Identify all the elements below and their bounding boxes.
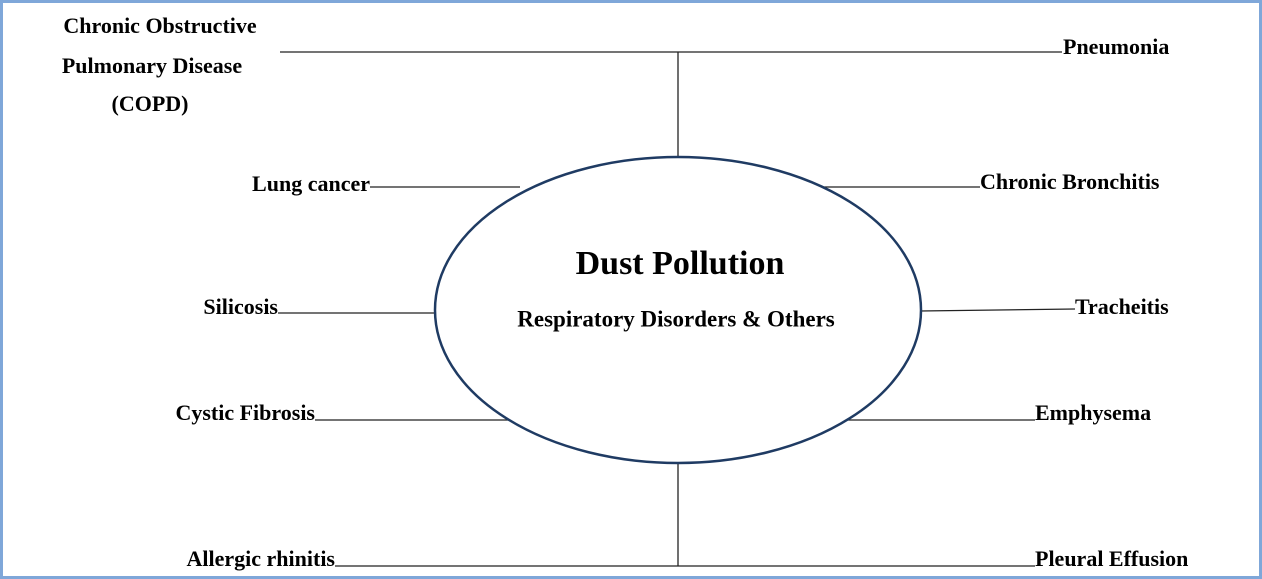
node-label: Pneumonia (1063, 34, 1169, 59)
center-subtitle: Respiratory Disorders & Others (517, 306, 835, 331)
node-label: Cystic Fibrosis (175, 400, 315, 425)
node-label: Emphysema (1035, 400, 1151, 425)
center-title: Dust Pollution (576, 245, 785, 282)
connectors (278, 51, 1076, 567)
node-label: Silicosis (203, 294, 278, 319)
node-label: (COPD) (112, 91, 189, 116)
node-label: Lung cancer (252, 171, 370, 196)
node-label: Pleural Effusion (1035, 546, 1188, 571)
node-label: Tracheitis (1075, 294, 1169, 319)
center-ellipse (433, 155, 923, 465)
node-label: Allergic rhinitis (187, 546, 336, 571)
connector (919, 308, 1076, 312)
node-label: Pulmonary Disease (62, 53, 243, 78)
node-label: Chronic Bronchitis (980, 169, 1160, 194)
node-label: Chronic Obstructive (63, 13, 257, 38)
